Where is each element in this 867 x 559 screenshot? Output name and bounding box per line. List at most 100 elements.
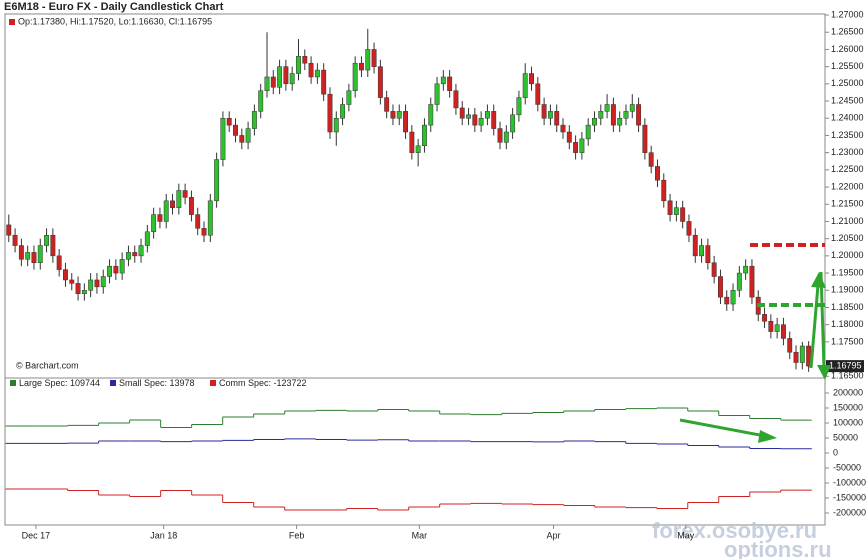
candle-body [535, 83, 541, 105]
candle-body [283, 66, 289, 85]
y-tick-label: 1.21000 [831, 216, 864, 226]
candle-body [655, 166, 660, 181]
candle-body [214, 159, 220, 202]
candle-body [100, 276, 106, 288]
candle-body [37, 245, 43, 263]
candle-body [352, 62, 358, 91]
candle-body [711, 262, 717, 277]
legend-label: Small Spec: 13978 [119, 378, 195, 388]
source: © Barchart.com [16, 360, 79, 370]
candle-body [743, 265, 749, 274]
candle-body [258, 90, 264, 112]
candle-body [314, 69, 320, 78]
y-tick-label: 200000 [833, 387, 863, 397]
candle-body [157, 214, 163, 222]
arrow-head [817, 365, 831, 380]
candle-body [251, 111, 257, 129]
candle-body [81, 290, 87, 294]
candle-body [207, 200, 213, 236]
candle-body [170, 200, 175, 208]
candle-body [69, 279, 75, 284]
candle-body [308, 62, 314, 78]
x-tick-label: Apr [547, 530, 561, 540]
candle-body [50, 234, 56, 257]
candle-body [113, 265, 119, 274]
candle-body [138, 245, 144, 257]
candle-body [503, 131, 509, 143]
candle-body [623, 111, 629, 119]
candle-body [384, 97, 390, 112]
candle-body [176, 190, 182, 208]
candle-body [201, 228, 207, 236]
candle-body [195, 214, 201, 229]
candle-body [484, 111, 490, 119]
candle-body [510, 114, 516, 133]
candle-body [390, 111, 396, 119]
watermark: options.ru [724, 537, 832, 559]
x-tick-label: Mar [412, 530, 428, 540]
legend-label: Comm Spec: -123722 [219, 378, 307, 388]
candle-body [736, 272, 742, 291]
candle-body [799, 345, 805, 363]
candle-body [787, 338, 793, 353]
candle-body [321, 69, 327, 95]
y-tick-label: 1.19000 [831, 285, 864, 295]
candle-body [529, 73, 534, 85]
chart-title: E6M18 - Euro FX - Daily Candlestick Char… [4, 1, 224, 13]
candle-body [396, 111, 402, 119]
price-panel [4, 13, 826, 379]
candle-body [125, 252, 131, 260]
candle-body [768, 320, 774, 332]
candle-body [497, 128, 503, 143]
candle-body [346, 90, 352, 105]
y-tick-label: 1.22000 [831, 181, 864, 191]
candle-body [604, 104, 610, 112]
candle-body [270, 76, 276, 88]
candle-body [579, 138, 585, 153]
candle-body [598, 111, 604, 119]
candle-body [636, 104, 642, 126]
candle-body [44, 234, 50, 246]
candle-body [107, 265, 112, 277]
candle-body [718, 276, 723, 298]
candle-body [573, 142, 579, 153]
info: Op:1.17380, Hi:1.17520, Lo:1.16630, Cl:1… [18, 16, 212, 26]
legend-swatch [10, 380, 16, 386]
candle-body [277, 66, 283, 88]
y-tick-label: 1.17500 [831, 336, 864, 346]
y-tick-label: 1.18500 [831, 302, 864, 312]
candle-body [264, 76, 270, 91]
last-price-box [826, 360, 864, 373]
candle-body [233, 124, 238, 136]
y-tick-label: 1.26500 [831, 27, 864, 37]
x-tick-label: Feb [289, 530, 305, 540]
candle-body [63, 269, 68, 281]
candle-body [245, 128, 251, 143]
candle-body [617, 117, 623, 126]
candle-body [667, 200, 673, 215]
y-tick-label: 1.23500 [831, 130, 864, 140]
candle-body [447, 76, 453, 91]
candle-body [522, 73, 528, 98]
candle-body [421, 124, 427, 147]
annotations [679, 243, 831, 443]
y-tick-label: -50000 [833, 462, 861, 472]
candle-body [119, 259, 125, 274]
candle-body [762, 314, 767, 322]
legend-swatch [210, 380, 216, 386]
candle-body [692, 234, 698, 257]
candle-body [749, 265, 755, 298]
arrow [679, 418, 766, 438]
y-tick-label: 1.25000 [831, 78, 864, 88]
arrow [819, 271, 826, 369]
y-tick-label: 1.18000 [831, 319, 864, 329]
candle-body [680, 207, 686, 222]
candle-body [453, 90, 459, 109]
arrow [809, 284, 820, 369]
candle-body [724, 296, 730, 305]
legend-swatch [110, 380, 116, 386]
candle-body [705, 245, 711, 263]
candle-body [730, 290, 736, 305]
y-tick-label: 150000 [833, 402, 863, 412]
